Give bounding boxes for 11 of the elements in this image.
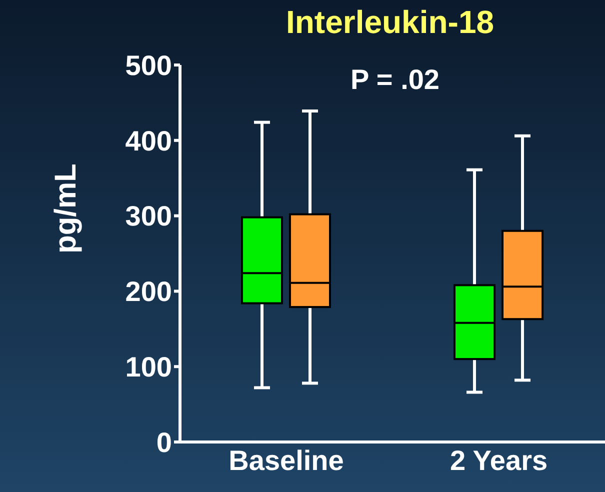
y-tick-label: 0 — [156, 426, 172, 458]
y-tick-label: 300 — [125, 200, 172, 232]
annotation: P = .02 — [349, 64, 440, 96]
y-tick-label: 200 — [125, 276, 172, 308]
y-tick-label: 500 — [125, 50, 172, 81]
chart-title: Interleukin-18 — [284, 4, 496, 41]
y-tick-label: 100 — [125, 352, 172, 383]
x-tick-label: Baseline — [228, 444, 344, 476]
x-tick-label: 2 Years — [450, 444, 548, 476]
y-axis-title: pg/mL — [50, 164, 83, 254]
y-tick-label: 400 — [125, 125, 172, 156]
